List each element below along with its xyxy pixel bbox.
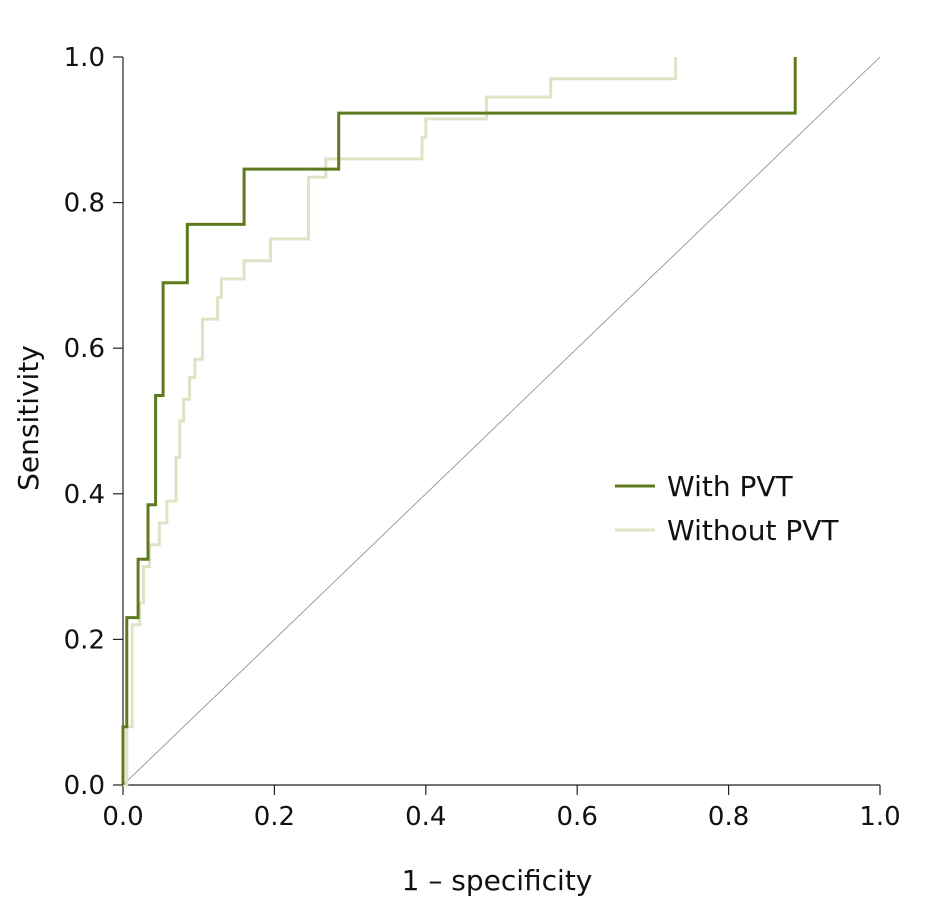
series-line-with-pvt bbox=[121, 57, 797, 785]
y-tick-label: 1.0 bbox=[64, 43, 105, 73]
y-axis-title: Sensitivity bbox=[12, 345, 45, 491]
x-tick-label: 0.2 bbox=[254, 802, 295, 832]
series-layer bbox=[121, 57, 797, 787]
legend-label-without-pvt: Without PVT bbox=[667, 514, 839, 547]
x-tick-label: 1.0 bbox=[859, 802, 900, 832]
y-tick-label: 0.0 bbox=[64, 771, 105, 801]
x-tick-label: 0.6 bbox=[557, 802, 598, 832]
y-tick-label: 0.2 bbox=[64, 625, 105, 655]
y-tick-label: 0.4 bbox=[64, 480, 105, 510]
y-tick-label: 0.8 bbox=[64, 189, 105, 219]
x-tick-label: 0.4 bbox=[405, 802, 446, 832]
series-line-without-pvt bbox=[123, 57, 678, 787]
legend-label-with-pvt: With PVT bbox=[667, 470, 794, 503]
x-axis-title: 1 – specificity bbox=[402, 864, 593, 897]
y-tick-label: 0.6 bbox=[64, 334, 105, 364]
x-tick-label: 0.0 bbox=[102, 802, 143, 832]
axes-layer: 0.0 0.2 0.4 0.6 0.8 1.0 0.0 0.2 0.4 0.6 0.8 1.0 bbox=[64, 43, 901, 832]
x-tick-label: 0.8 bbox=[708, 802, 749, 832]
reference-diagonal bbox=[122, 56, 881, 786]
legend: With PVT Without PVT bbox=[615, 470, 839, 547]
reference-line-layer bbox=[122, 56, 881, 786]
